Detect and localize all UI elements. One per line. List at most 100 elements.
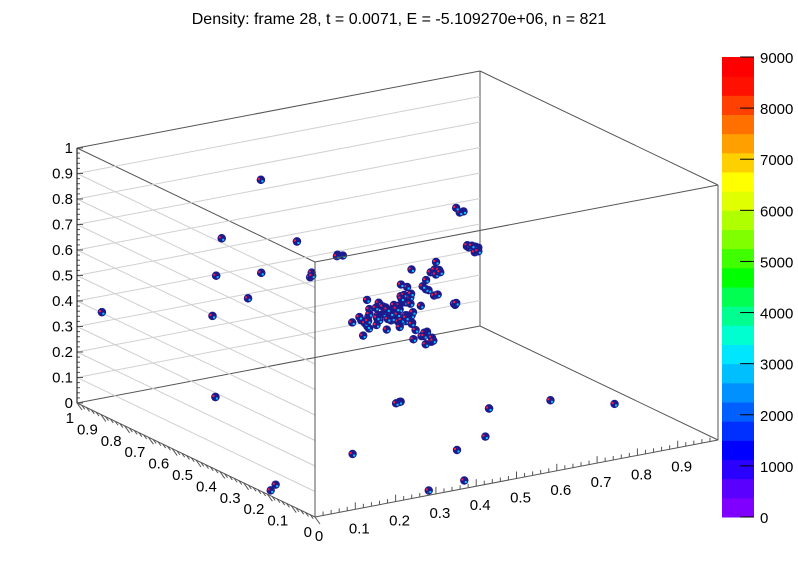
y-minor-tick xyxy=(81,404,86,410)
particle-marker xyxy=(358,331,368,340)
particle-core xyxy=(397,294,400,297)
frame-box-back xyxy=(76,70,719,441)
particle-core xyxy=(349,452,352,454)
particle-core xyxy=(430,338,433,341)
gridline xyxy=(76,198,316,314)
particle-core xyxy=(215,397,218,400)
gridline xyxy=(76,326,316,441)
colorbar-swatch xyxy=(722,459,754,480)
particle-core xyxy=(410,304,413,307)
box-edge xyxy=(479,325,719,441)
y-minor-tick xyxy=(262,491,267,497)
y-tick xyxy=(314,516,321,525)
particle-marker xyxy=(431,257,441,267)
gridline xyxy=(76,96,481,174)
colorbar-swatch xyxy=(722,402,754,422)
y-minor-tick xyxy=(114,420,119,426)
particle-marker xyxy=(421,275,431,285)
particle-core xyxy=(434,292,437,295)
particle-core xyxy=(433,259,436,262)
colorbar-label: 7000 xyxy=(760,152,793,169)
y-minor-tick xyxy=(286,503,290,508)
particle-core xyxy=(333,254,336,257)
z-tick-label: 0.8 xyxy=(52,191,73,208)
particle-core xyxy=(403,315,406,318)
y-minor-tick xyxy=(257,489,262,494)
grid-lines xyxy=(76,96,481,492)
particle-core xyxy=(383,314,386,317)
particle-core xyxy=(293,239,296,242)
particle-core xyxy=(456,208,459,211)
particle-core xyxy=(424,336,427,339)
particle-marker xyxy=(436,268,445,277)
particle-core xyxy=(377,318,380,321)
particle-core xyxy=(419,284,422,287)
gridline xyxy=(76,275,316,390)
colorbar-swatch xyxy=(722,248,754,269)
colorbar-swatch xyxy=(722,478,754,499)
particle-core xyxy=(485,437,488,440)
particle-core xyxy=(410,337,413,340)
particle-core xyxy=(258,270,261,273)
z-tick-label: 0.3 xyxy=(52,319,73,336)
particle-marker xyxy=(355,312,364,322)
particle-core xyxy=(486,406,489,409)
particle-marker xyxy=(383,305,392,314)
particle-core xyxy=(429,335,432,338)
particle-core xyxy=(396,403,399,406)
colorbar-swatch xyxy=(722,287,754,307)
colorbar-swatch xyxy=(722,191,754,211)
particle-marker xyxy=(372,320,381,330)
colorbar-swatch xyxy=(722,306,754,326)
y-tick xyxy=(100,414,107,422)
colorbar-swatch xyxy=(722,76,754,96)
y-tick xyxy=(171,448,178,456)
y-minor-tick xyxy=(276,498,281,504)
y-minor-tick xyxy=(233,477,238,483)
particle-marker xyxy=(406,289,416,298)
particle-core xyxy=(377,325,380,328)
particle-core xyxy=(383,327,386,330)
x-tick-label: 0 xyxy=(315,528,323,545)
particle-core xyxy=(461,478,464,481)
particle-core xyxy=(413,312,416,315)
y-minor-tick xyxy=(133,430,138,435)
z-tick-label: 0.9 xyxy=(52,166,73,183)
particle-marker xyxy=(332,252,342,261)
particle-core xyxy=(352,322,355,325)
colorbar-label: 1000 xyxy=(760,459,793,476)
particle-marker xyxy=(467,241,477,250)
y-minor-tick xyxy=(305,512,309,517)
y-tick xyxy=(76,402,83,411)
y-minor-tick xyxy=(300,509,305,515)
particle-marker xyxy=(409,335,418,344)
particle-core xyxy=(366,312,369,315)
particle-core xyxy=(213,273,216,276)
y-tick-label: 0 xyxy=(304,524,312,541)
particle-core xyxy=(397,282,400,285)
particle-core xyxy=(453,205,456,208)
particle-core xyxy=(369,329,372,332)
particle-core xyxy=(401,285,404,288)
colorbar-swatch xyxy=(722,57,754,77)
particle-core xyxy=(356,315,359,318)
particle-core xyxy=(390,303,393,306)
particle-marker xyxy=(271,480,280,489)
particle-marker xyxy=(451,203,461,213)
particle-core xyxy=(408,291,411,294)
particle-marker xyxy=(411,325,420,335)
y-minor-tick xyxy=(109,418,114,424)
y-minor-tick xyxy=(176,450,181,456)
y-tick-label: 0.5 xyxy=(172,467,193,484)
particle-core xyxy=(398,296,401,299)
particle-core xyxy=(398,315,401,318)
y-tick xyxy=(219,471,226,479)
particle-core xyxy=(550,400,553,403)
x-tick-label: 0.1 xyxy=(349,520,370,537)
particle-core xyxy=(401,292,404,295)
y-minor-tick xyxy=(281,500,286,506)
particle-core xyxy=(309,273,312,276)
particle-marker xyxy=(308,271,317,280)
y-tick-label: 0.7 xyxy=(125,444,146,461)
particle-core xyxy=(401,299,404,302)
